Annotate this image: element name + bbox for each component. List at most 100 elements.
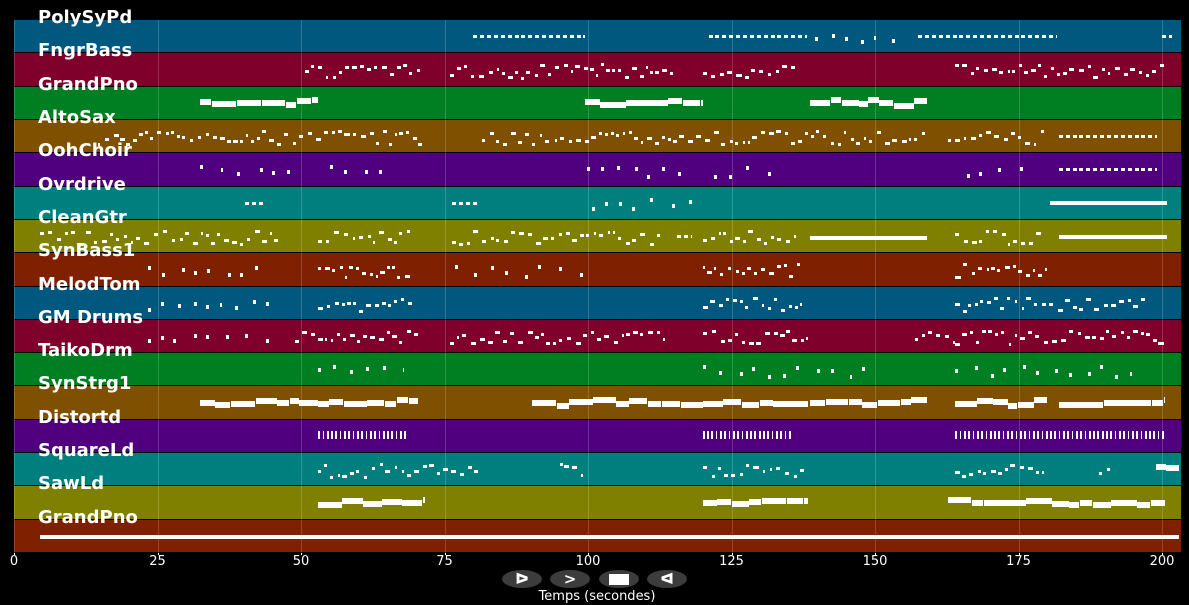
note [156,131,161,135]
note [450,341,454,345]
note [779,334,785,338]
note [1144,431,1147,440]
note [914,97,927,104]
note [497,68,500,72]
note [1005,266,1010,270]
note [380,270,386,274]
note [1078,308,1083,312]
note [532,399,556,406]
note [1075,431,1078,440]
note [625,333,631,337]
tick-label: 200 [1149,554,1175,569]
piano-roll[interactable] [14,20,1181,553]
note [945,34,950,38]
note [534,73,539,77]
grid-line [301,20,302,553]
note [595,73,599,77]
note [774,298,777,302]
note [360,65,364,69]
note [585,99,600,106]
tick-mark [157,553,159,555]
forward-button[interactable]: > [550,570,590,588]
note [998,471,1003,475]
note [404,431,407,440]
note [324,266,330,270]
note [761,497,787,504]
note [810,99,831,106]
note [369,431,372,440]
note [1015,431,1018,440]
note [1008,342,1012,346]
note [1151,399,1164,406]
note [394,132,397,136]
note [486,34,491,38]
note [723,231,726,235]
note [332,76,336,80]
note [1058,431,1061,440]
note [244,201,249,205]
note [1024,431,1026,440]
note [670,72,673,76]
note [618,69,621,73]
note [367,235,371,239]
note [963,136,967,140]
note [318,401,329,408]
note [338,70,342,74]
note [732,298,737,302]
note [816,129,820,133]
note [318,267,322,271]
note [974,366,978,371]
note [531,142,535,146]
note [388,143,392,147]
note [1052,501,1069,508]
stop-button[interactable] [599,570,639,588]
note [464,65,467,69]
note [363,334,367,338]
note [677,234,682,238]
note [1127,431,1130,440]
note [344,431,346,440]
note [975,341,980,345]
note [273,239,279,243]
note [736,74,742,78]
note [353,133,357,137]
track-label: PolySyPd [38,7,133,28]
note [1113,134,1118,138]
note [761,131,766,135]
note [971,499,984,506]
note [347,301,352,305]
note [592,206,595,211]
note [990,266,995,270]
note [748,342,754,346]
note [817,368,821,373]
note [299,400,319,406]
note [443,467,449,471]
note [603,335,609,339]
note [400,298,404,302]
note [392,334,397,338]
note [952,34,957,38]
note [998,431,1001,440]
note [780,308,786,312]
track-lane [14,419,1181,454]
note [258,201,263,205]
note [825,399,849,406]
note [1141,134,1146,138]
note [736,34,741,38]
rewind-button[interactable]: ᐊ [647,570,687,588]
note [389,73,394,77]
note [1067,431,1070,440]
note [1120,168,1125,172]
track-lane [14,286,1181,320]
note [1036,370,1040,375]
note [718,467,721,470]
note [668,98,683,105]
note [375,274,379,278]
note [618,201,622,206]
note [752,367,756,372]
play-button[interactable]: ᐅ [502,570,542,588]
note [998,168,1002,173]
note [305,69,310,73]
note [797,140,802,144]
note [104,137,110,141]
